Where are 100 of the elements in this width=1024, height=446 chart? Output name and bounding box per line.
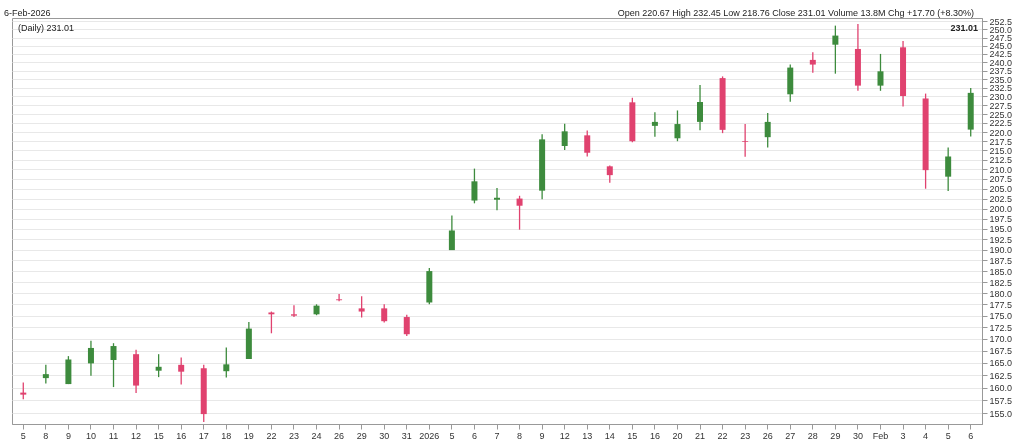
annotation: 231.01 bbox=[950, 23, 978, 33]
candlestick bbox=[290, 304, 297, 318]
y-tick-label: 245.0 bbox=[989, 41, 1013, 52]
candlestick bbox=[674, 109, 681, 142]
x-tick-label: 21 bbox=[695, 430, 706, 441]
candlestick bbox=[178, 356, 185, 386]
candlestick bbox=[381, 303, 388, 324]
y-tick-label: 167.5 bbox=[989, 346, 1013, 357]
y-tick-label: 225.0 bbox=[989, 109, 1013, 120]
x-tick-label: 15 bbox=[153, 430, 164, 441]
candlestick bbox=[358, 295, 365, 319]
x-tick-label: 8 bbox=[43, 430, 49, 441]
y-tick-label: 232.5 bbox=[989, 83, 1013, 94]
y-tick-label: 230.0 bbox=[989, 91, 1013, 102]
y-tick-label: 185.0 bbox=[989, 266, 1013, 277]
candlestick bbox=[494, 187, 500, 211]
x-tick-label: 6 bbox=[968, 430, 974, 441]
y-tick-label: 197.5 bbox=[989, 214, 1013, 225]
y-tick-label: 217.5 bbox=[989, 136, 1013, 147]
y-tick-label: 237.5 bbox=[989, 66, 1013, 77]
text: 6-Feb-2026 bbox=[4, 8, 51, 18]
y-tick-label: 240.0 bbox=[989, 57, 1013, 68]
x-tick-label: 27 bbox=[785, 430, 796, 441]
x-tick-label: 5 bbox=[20, 430, 26, 441]
candlestick bbox=[945, 146, 952, 192]
x-tick-label: 6 bbox=[471, 430, 477, 441]
y-tick-label: 250.0 bbox=[989, 24, 1013, 35]
text: Open 220.67 High 232.45 Low 218.76 Close 231.01 Volume 13.8M Chg +17.70 (+8.30%) bbox=[617, 8, 974, 18]
y-tick-label: 175.0 bbox=[989, 311, 1013, 322]
x-tick-label: 23 bbox=[740, 430, 751, 441]
x-tick-label: 26 bbox=[762, 430, 773, 441]
x-tick-label: 24 bbox=[311, 430, 322, 441]
annotation: (Daily) 231.01 bbox=[18, 23, 75, 33]
x-tick-label: 19 bbox=[243, 430, 254, 441]
x-tick-label: 16 bbox=[176, 430, 187, 441]
candlestick bbox=[336, 293, 343, 302]
y-tick-label: 207.5 bbox=[989, 174, 1013, 185]
x-tick-label: 26 bbox=[334, 430, 345, 441]
candlestick bbox=[584, 129, 591, 158]
y-tick-label: 227.5 bbox=[989, 100, 1013, 111]
y-tick-label: 220.0 bbox=[989, 127, 1013, 138]
x-tick-label: 4 bbox=[923, 430, 929, 441]
x-tick-label: 13 bbox=[582, 430, 593, 441]
x-tick-label: 7 bbox=[494, 430, 500, 441]
x-tick-label: 20 bbox=[672, 430, 683, 441]
x-tick-label: 29 bbox=[830, 430, 841, 441]
x-tick-label: 30 bbox=[852, 430, 863, 441]
y-tick-label: 190.0 bbox=[989, 245, 1013, 256]
y-tick-label: 172.5 bbox=[989, 322, 1013, 333]
candlestick bbox=[110, 342, 117, 388]
y-tick-label: 235.0 bbox=[989, 74, 1013, 85]
candlestick bbox=[471, 167, 478, 204]
x-tick-label: 5 bbox=[945, 430, 951, 441]
candlestick bbox=[561, 123, 568, 151]
y-tick-label: 210.0 bbox=[989, 164, 1013, 175]
candlestick bbox=[651, 111, 658, 138]
x-tick-label: 9 bbox=[539, 430, 545, 441]
x-tick-label: 10 bbox=[85, 430, 96, 441]
x-tick-label: Feb bbox=[872, 430, 889, 441]
x-tick-label: 22 bbox=[266, 430, 277, 441]
y-tick-label: 155.0 bbox=[989, 408, 1013, 419]
candlestick bbox=[42, 364, 49, 385]
y-tick-label: 215.0 bbox=[989, 145, 1013, 156]
x-tick-label: 12 bbox=[559, 430, 570, 441]
candlestick bbox=[448, 214, 455, 251]
x-tick-label: 16 bbox=[649, 430, 660, 441]
y-tick-label: 202.5 bbox=[989, 194, 1013, 205]
y-tick-label: 157.5 bbox=[989, 395, 1013, 406]
x-tick-label: 17 bbox=[198, 430, 209, 441]
y-tick-label: 247.5 bbox=[989, 33, 1013, 44]
x-tick-label: 3 bbox=[900, 430, 906, 441]
y-tick-label: 205.0 bbox=[989, 184, 1013, 195]
y-tick-label: 160.0 bbox=[989, 383, 1013, 394]
candlestick bbox=[764, 112, 771, 149]
y-tick-label: 170.0 bbox=[989, 334, 1013, 345]
x-tick-label: 2026 bbox=[419, 430, 440, 441]
x-tick-label: 8 bbox=[517, 430, 523, 441]
x-tick-label: 18 bbox=[221, 430, 232, 441]
y-tick-label: 252.5 bbox=[989, 16, 1013, 27]
y-tick-label: 180.0 bbox=[989, 288, 1013, 299]
y-tick-label: 195.0 bbox=[989, 224, 1013, 235]
y-tick-label: 222.5 bbox=[989, 118, 1013, 129]
x-tick-label: 5 bbox=[449, 430, 455, 441]
x-tick-label: 14 bbox=[604, 430, 615, 441]
candlestick bbox=[87, 340, 94, 377]
x-tick-label: 31 bbox=[401, 430, 412, 441]
x-tick-label: 9 bbox=[65, 430, 71, 441]
x-tick-label: 22 bbox=[717, 430, 728, 441]
x-tick-label: 28 bbox=[807, 430, 818, 441]
x-tick-label: 23 bbox=[288, 430, 299, 441]
x-tick-label: 29 bbox=[356, 430, 367, 441]
candlestick bbox=[742, 123, 749, 158]
y-tick-label: 162.5 bbox=[989, 370, 1013, 381]
y-tick-label: 165.0 bbox=[989, 358, 1013, 369]
candlestick bbox=[403, 314, 410, 337]
y-tick-label: 192.5 bbox=[989, 234, 1013, 245]
x-tick-label: 30 bbox=[379, 430, 390, 441]
candlestick bbox=[697, 84, 704, 131]
candlestick bbox=[516, 195, 523, 231]
candlestick bbox=[155, 353, 162, 378]
